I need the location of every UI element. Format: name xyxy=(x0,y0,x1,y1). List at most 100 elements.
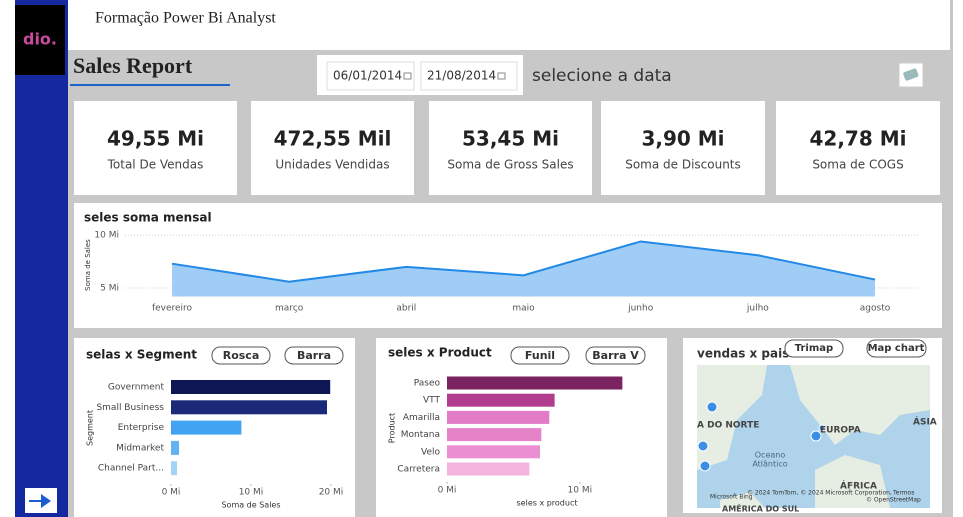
kpi-value: 49,55 Mi xyxy=(107,127,204,151)
button-label: Trimap xyxy=(795,343,833,354)
kpi-card xyxy=(251,101,414,195)
date-start-box[interactable] xyxy=(326,61,415,91)
y-tick-label: Paseo xyxy=(414,379,441,389)
map-land xyxy=(815,455,890,508)
x-tick-label: 10 Mi xyxy=(239,488,264,498)
y-axis-label: Product xyxy=(388,413,397,443)
chart-title: seles soma mensal xyxy=(84,211,212,225)
bar xyxy=(171,380,331,394)
y-tick-label: Amarilla xyxy=(403,413,440,423)
y-tick-label: Enterprise xyxy=(118,423,165,433)
visual-button[interactable] xyxy=(284,346,344,365)
x-tick-label: abril xyxy=(396,304,416,314)
x-tick-label: 10 Mi xyxy=(568,486,593,496)
kpi-value: 53,45 Mi xyxy=(462,127,559,151)
date-start: 06/01/2014 xyxy=(333,69,402,83)
visual-button[interactable] xyxy=(211,346,271,365)
map-label: EUROPA xyxy=(820,426,861,436)
x-tick-label: 0 Mi xyxy=(162,488,181,498)
y-tick-label: 10 Mi xyxy=(94,231,119,241)
visual-button[interactable] xyxy=(784,339,844,358)
eraser-icon xyxy=(903,68,919,81)
y-tick-label: Small Business xyxy=(96,403,164,413)
kpi-card xyxy=(601,101,765,195)
bar xyxy=(171,400,327,415)
date-end-box[interactable] xyxy=(420,61,518,91)
chart-card xyxy=(376,338,667,517)
bar xyxy=(171,461,177,476)
chart-title: seles x Product xyxy=(388,346,492,360)
kpi-row: 49,55 Mi Total De Vendas 472,55 Mil Unidade… xyxy=(74,101,940,195)
button-label: Map chart xyxy=(868,343,925,354)
side-bar xyxy=(15,0,68,517)
line xyxy=(171,240,876,283)
map-label: ÁSIA xyxy=(913,416,937,428)
y-tick-label: Government xyxy=(108,383,165,393)
kpi-value: 42,78 Mi xyxy=(810,127,907,151)
x-tick-label: 0 Mi xyxy=(438,486,457,496)
y-tick-label: Carretera xyxy=(397,465,440,475)
x-tick-label: maio xyxy=(512,304,535,314)
button-label: Barra xyxy=(297,349,331,362)
header-bar xyxy=(68,0,950,50)
kpi-label: Soma de COGS xyxy=(812,158,903,172)
map-title: vendas x pais xyxy=(697,347,789,361)
arrow-icon xyxy=(29,494,51,508)
y-tick-label: Velo xyxy=(421,447,440,457)
kpi-value: 3,90 Mi xyxy=(641,127,724,151)
y-tick-label: Midmarket xyxy=(116,443,164,453)
map-attribution: © 2024 TomTom, © 2024 Microsoft Corporat… xyxy=(747,490,892,497)
bar xyxy=(447,462,530,476)
x-tick-label: junho xyxy=(627,304,654,314)
kpi-card xyxy=(429,101,592,195)
logo: dio. xyxy=(23,30,57,49)
map-attribution: Termos xyxy=(892,490,914,497)
x-tick-label: 20 Mi xyxy=(319,488,344,498)
kpi-label: Unidades Vendidas xyxy=(275,158,389,172)
calendar-icon xyxy=(497,72,506,80)
button-label: Barra V xyxy=(592,349,639,362)
map-label: AMÉRICA DO SUL xyxy=(722,503,799,514)
date-prompt: selecione a data xyxy=(532,66,672,86)
x-tick-label: fevereiro xyxy=(152,304,193,314)
map-point[interactable] xyxy=(706,401,718,413)
button-label: Rosca xyxy=(223,349,260,362)
x-tick-label: julho xyxy=(746,304,769,314)
bar xyxy=(171,420,242,435)
x-axis-label: Soma de Sales xyxy=(221,501,280,510)
y-axis-label: Soma de Sales xyxy=(84,239,92,291)
map-land xyxy=(720,492,765,508)
map-attribution: Microsoft Bing xyxy=(710,494,753,501)
bar xyxy=(171,440,179,455)
chart-title: selas x Segment xyxy=(86,348,197,362)
kpi-label: Soma de Discounts xyxy=(625,158,741,172)
bar xyxy=(447,428,542,442)
map-point[interactable] xyxy=(697,440,709,452)
map-point[interactable] xyxy=(699,460,711,472)
map-land xyxy=(697,365,767,470)
map-point[interactable] xyxy=(818,424,826,432)
y-tick-label: Channel Part... xyxy=(98,464,164,474)
map-label: Atlântico xyxy=(752,460,787,469)
visual-button[interactable] xyxy=(585,346,646,365)
visual-button[interactable] xyxy=(510,346,570,365)
map-point[interactable] xyxy=(810,430,822,442)
logo-box xyxy=(15,5,65,75)
x-tick-label: agosto xyxy=(860,304,891,314)
map-label: Oceano xyxy=(755,451,786,460)
bar xyxy=(447,445,540,459)
visual-button[interactable] xyxy=(866,339,927,358)
x-tick-label: março xyxy=(275,304,304,314)
map-land xyxy=(790,365,930,445)
bar xyxy=(447,410,550,424)
y-tick-label: Montana xyxy=(401,430,440,440)
button-label: Funil xyxy=(525,349,555,362)
y-tick-label: 5 Mi xyxy=(100,284,119,294)
kpi-card xyxy=(776,101,940,195)
header-title: Formação Power Bi Analyst xyxy=(95,10,276,27)
map-label: A DO NORTE xyxy=(697,421,759,431)
x-axis-label: seles x product xyxy=(517,499,578,508)
